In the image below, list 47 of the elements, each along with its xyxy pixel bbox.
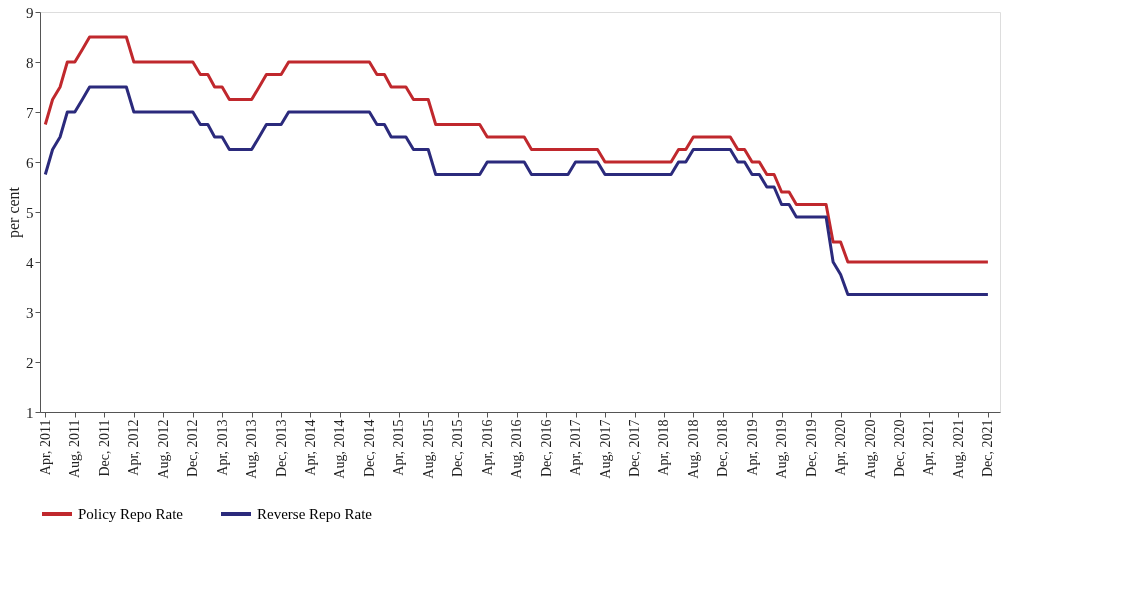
- x-tick-label: Aug, 2021: [950, 419, 966, 479]
- x-tick-label: Aug, 2017: [597, 419, 613, 479]
- y-tick-label: 3: [26, 304, 34, 321]
- y-tick-label: 4: [26, 254, 34, 271]
- x-tick-label: Dec, 2019: [803, 419, 819, 478]
- x-tick-label: Aug, 2018: [685, 419, 701, 479]
- y-tick-label: 1: [26, 404, 34, 421]
- x-tick-label: Aug, 2015: [420, 419, 436, 479]
- x-tick-label: Aug, 2014: [332, 419, 348, 479]
- x-tick-label: Aug, 2011: [67, 419, 83, 479]
- x-tick-label: Dec, 2020: [892, 419, 908, 478]
- x-tick-label: Dec, 2015: [450, 419, 466, 478]
- x-tick-label: Aug, 2020: [862, 419, 878, 479]
- x-tick-label: Apr, 2019: [744, 419, 760, 476]
- y-tick-label: 5: [26, 204, 34, 221]
- y-tick-label: 6: [26, 154, 34, 171]
- x-tick-label: Dec, 2013: [273, 419, 289, 478]
- x-tick-label: Dec, 2016: [538, 419, 554, 478]
- y-tick-label: 7: [26, 104, 34, 121]
- x-tick-label: Apr, 2016: [479, 419, 495, 476]
- y-tick-label: 2: [26, 354, 34, 371]
- x-tick-label: Dec, 2011: [96, 419, 112, 477]
- x-tick-label: Apr, 2017: [568, 419, 584, 476]
- x-tick-label: Dec, 2014: [361, 419, 377, 478]
- line-series: [43, 35, 990, 264]
- x-tick-label: Apr, 2018: [656, 419, 672, 476]
- x-tick-label: Dec, 2012: [185, 419, 201, 478]
- x-tick-label: Apr, 2021: [921, 419, 937, 476]
- line-series: [43, 85, 990, 296]
- legend-label: Reverse Repo Rate: [257, 506, 373, 522]
- x-tick-label: Apr, 2012: [126, 419, 142, 476]
- x-tick-label: Aug, 2012: [155, 419, 171, 479]
- x-tick-label: Apr, 2014: [302, 419, 318, 476]
- x-tick-label: Apr, 2015: [391, 419, 407, 476]
- x-tick-label: Aug, 2016: [509, 419, 525, 479]
- y-tick-label: 8: [26, 54, 34, 71]
- y-tick-label: 9: [26, 4, 34, 21]
- x-tick-label: Apr, 2013: [214, 419, 230, 476]
- x-tick-label: Apr, 2020: [833, 419, 849, 476]
- x-tick-label: Dec, 2021: [980, 419, 996, 478]
- x-tick-label: Aug, 2019: [774, 419, 790, 479]
- x-tick-label: Dec, 2018: [715, 419, 731, 478]
- legend-label: Policy Repo Rate: [78, 506, 184, 522]
- y-axis-title: per cent: [5, 186, 23, 239]
- x-tick-label: Dec, 2017: [627, 419, 643, 478]
- x-tick-label: Aug, 2013: [244, 419, 260, 479]
- x-tick-label: Apr, 2011: [37, 419, 53, 476]
